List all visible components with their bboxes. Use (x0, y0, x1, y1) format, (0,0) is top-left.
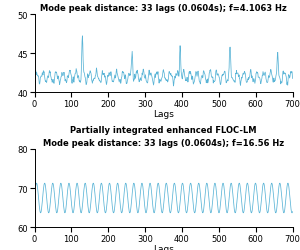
Title: Partially integrated enhanced FLOC-LM
Mode peak distance: 33 lags (0.0604s); f=4: Partially integrated enhanced FLOC-LM Mo… (40, 0, 287, 13)
X-axis label: Lags: Lags (153, 244, 174, 250)
Title: Partially integrated enhanced FLOC-LM
Mode peak distance: 33 lags (0.0604s); f=1: Partially integrated enhanced FLOC-LM Mo… (43, 126, 284, 147)
X-axis label: Lags: Lags (153, 110, 174, 119)
